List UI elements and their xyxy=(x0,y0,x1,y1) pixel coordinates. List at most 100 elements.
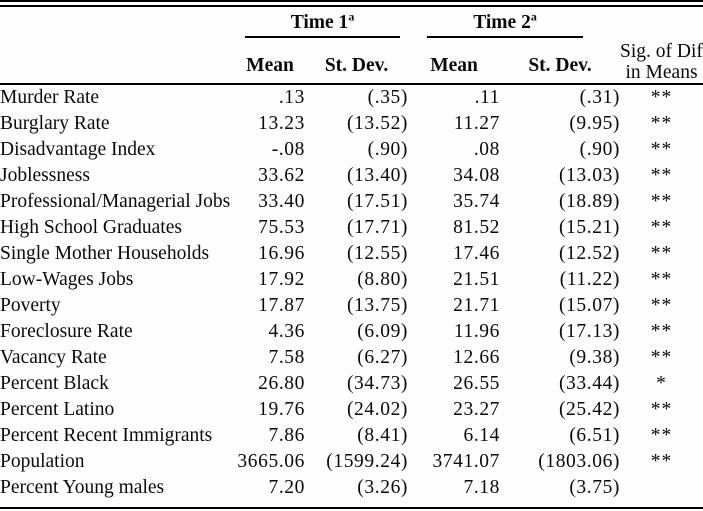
row-label-cell: Percent Recent Immigrants xyxy=(0,425,213,446)
time1-mean-cell: 17.87 xyxy=(258,295,305,316)
table-row: Percent Recent Immigrants 7.86 (8.41) 6.… xyxy=(0,423,703,449)
table-row: Percent Young males 7.20 (3.26) 7.18 (3.… xyxy=(0,475,703,501)
row-label-cell: Professional/Managerial Jobs xyxy=(0,191,231,212)
time1-stdev-cell: (24.02) xyxy=(346,399,409,420)
time2-stdev-cell: (15.21) xyxy=(558,217,621,238)
time1-stdev-cell: (17.51) xyxy=(346,191,409,212)
time1-footnote-marker: a xyxy=(348,9,355,24)
significance-cell: ** xyxy=(650,243,673,264)
time2-stdev-cell: (25.42) xyxy=(558,399,621,420)
time2-stdev-cell: (9.38) xyxy=(569,347,621,368)
table-body: Murder Rate .13 (.35) .11 (.31) ** Burgl… xyxy=(0,84,703,501)
significance-cell: ** xyxy=(650,87,673,108)
table-row: Murder Rate .13 (.35) .11 (.31) ** xyxy=(0,84,703,111)
time1-mean-cell: 19.76 xyxy=(258,399,305,420)
time2-stdev-cell: (15.07) xyxy=(558,295,621,316)
significance-cell: ** xyxy=(650,113,673,134)
table-row: Poverty 17.87 (13.75) 21.71 (15.07) ** xyxy=(0,293,703,319)
stub-cell xyxy=(0,38,235,85)
time1-label: Time 1 xyxy=(290,12,349,33)
time1-stdev-cell: (34.73) xyxy=(346,373,409,394)
table-row: Vacancy Rate 7.58 (6.27) 12.66 (9.38) ** xyxy=(0,345,703,371)
row-label-cell: Disadvantage Index xyxy=(0,139,156,160)
time2-stdev-cell: (.90) xyxy=(579,139,621,160)
time2-stdev-header: St. Dev. xyxy=(500,38,621,85)
time1-group-header: Time 1a xyxy=(235,7,408,38)
time1-stdev-cell: (.35) xyxy=(367,87,409,108)
time2-label: Time 2 xyxy=(473,12,531,33)
bottom-double-rule xyxy=(0,507,703,511)
table-row: Foreclosure Rate 4.36 (6.09) 11.96 (17.1… xyxy=(0,319,703,345)
time2-mean-cell: 11.27 xyxy=(453,113,501,134)
time1-mean-cell: 7.86 xyxy=(268,425,305,446)
significance-cell: ** xyxy=(650,139,673,160)
top-double-rule xyxy=(0,0,703,7)
row-label-cell: Percent Latino xyxy=(0,399,115,420)
significance-cell: ** xyxy=(650,347,673,368)
time1-spanner: Time 1a xyxy=(245,9,401,38)
time2-mean-cell: .08 xyxy=(473,139,501,160)
significance-cell: ** xyxy=(650,191,673,212)
time2-stdev-cell: (17.13) xyxy=(558,321,621,342)
time1-mean-cell: 4.36 xyxy=(268,321,305,342)
table-row: High School Graduates 75.53 (17.71) 81.5… xyxy=(0,215,703,241)
significance-cell xyxy=(620,475,703,501)
significance-cell: ** xyxy=(650,451,673,472)
row-label-cell: Joblessness xyxy=(0,165,90,186)
time1-mean-cell: 33.62 xyxy=(258,165,305,186)
time1-mean-cell: .13 xyxy=(278,87,305,108)
time2-mean-cell: 21.51 xyxy=(453,269,501,290)
significance-cell: ** xyxy=(650,425,673,446)
row-label-cell: Murder Rate xyxy=(0,87,100,108)
time1-stdev-cell: (6.27) xyxy=(357,347,409,368)
time1-mean-cell: 7.58 xyxy=(268,347,305,368)
time1-mean-cell: 3665.06 xyxy=(237,451,305,472)
time2-stdev-cell: (3.75) xyxy=(569,477,621,498)
time2-group-header: Time 2a xyxy=(408,7,620,38)
descriptive-statistics-table: Time 1a Time 2a Sig. of Diff. in Means M… xyxy=(0,7,703,501)
table-row: Single Mother Households 16.96 (12.55) 1… xyxy=(0,241,703,267)
significance-cell: ** xyxy=(650,165,673,186)
time2-mean-cell: 3741.07 xyxy=(432,451,501,472)
row-label-cell: Percent Young males xyxy=(0,477,165,498)
time1-stdev-cell: (.90) xyxy=(367,139,409,160)
time2-mean-header: Mean xyxy=(408,38,501,85)
table-row: Burglary Rate 13.23 (13.52) 11.27 (9.95)… xyxy=(0,111,703,137)
table-row: Low-Wages Jobs 17.92 (8.80) 21.51 (11.22… xyxy=(0,267,703,293)
row-label-cell: Poverty xyxy=(0,295,61,316)
time1-stdev-cell: (1599.24) xyxy=(326,451,409,472)
table-row: Disadvantage Index -.08 (.90) .08 (.90) … xyxy=(0,137,703,163)
time2-mean-cell: 11.96 xyxy=(453,321,501,342)
significance-cell: ** xyxy=(650,217,673,238)
time1-stdev-cell: (12.55) xyxy=(346,243,409,264)
time2-stdev-cell: (9.95) xyxy=(569,113,621,134)
time2-mean-cell: 26.55 xyxy=(453,373,501,394)
time2-mean-cell: 7.18 xyxy=(463,477,501,498)
time2-mean-cell: 17.46 xyxy=(453,243,501,264)
row-label-cell: Single Mother Households xyxy=(0,243,210,264)
row-label-cell: High School Graduates xyxy=(0,217,182,238)
time2-stdev-cell: (18.89) xyxy=(558,191,621,212)
time2-mean-cell: .11 xyxy=(474,87,501,108)
time2-stdev-cell: (6.51) xyxy=(569,425,621,446)
sig-of-diff-header: Sig. of Diff. in Means xyxy=(620,7,703,85)
time1-stdev-cell: (13.40) xyxy=(346,165,409,186)
time1-stdev-cell: (6.09) xyxy=(357,321,409,342)
time2-stdev-cell: (12.52) xyxy=(558,243,621,264)
table-row: Percent Black 26.80 (34.73) 26.55 (33.44… xyxy=(0,371,703,397)
table-header: Time 1a Time 2a Sig. of Diff. in Means M… xyxy=(0,7,703,85)
time2-mean-cell: 6.14 xyxy=(463,425,501,446)
time1-mean-cell: 75.53 xyxy=(258,217,305,238)
significance-cell: ** xyxy=(650,295,673,316)
time2-mean-cell: 34.08 xyxy=(453,165,501,186)
significance-cell: * xyxy=(656,373,667,394)
time2-mean-cell: 12.66 xyxy=(453,347,501,368)
time2-stdev-cell: (33.44) xyxy=(558,373,621,394)
time2-footnote-marker: a xyxy=(530,9,537,24)
row-label-cell: Vacancy Rate xyxy=(0,347,107,368)
row-label-cell: Burglary Rate xyxy=(0,113,110,134)
time1-mean-cell: 13.23 xyxy=(258,113,305,134)
significance-cell: ** xyxy=(650,399,673,420)
time1-mean-cell: 26.80 xyxy=(258,373,305,394)
